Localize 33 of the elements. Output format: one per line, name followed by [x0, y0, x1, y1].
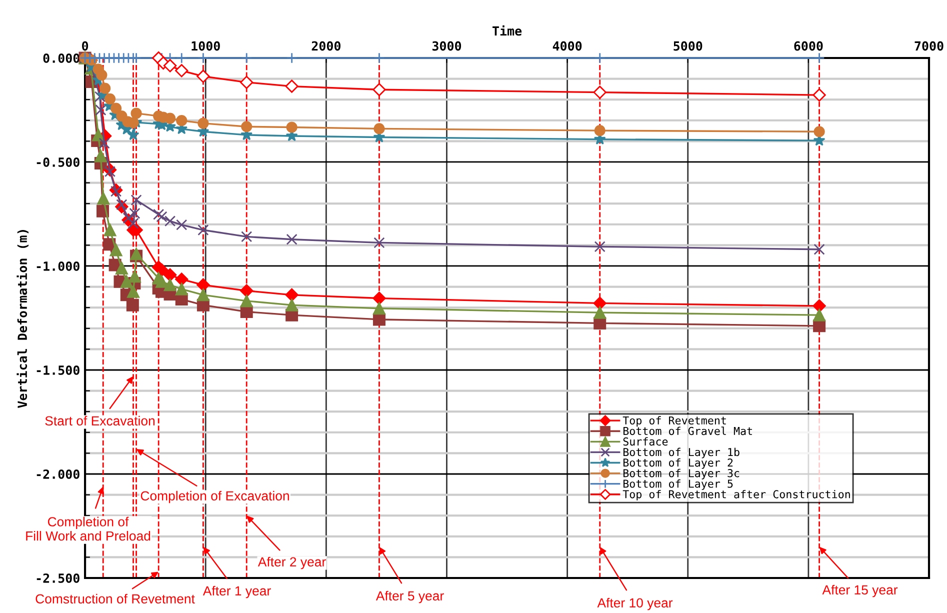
x-tick-label: 6000	[794, 41, 823, 51]
y-tick-label: 0.000	[43, 53, 80, 63]
x-axis-title: Time	[492, 25, 522, 36]
annotation: Start of Excavation	[45, 416, 155, 426]
annotation: After 2 year	[258, 556, 326, 570]
y-tick-label: -0.500	[36, 157, 80, 167]
legend-label: Top of Revetment	[622, 416, 726, 427]
legend-label: Bottom of Gravel Mat	[623, 426, 752, 436]
legend-label: Bottom of Layer 2	[623, 458, 733, 469]
x-tick-label: 4000	[552, 41, 582, 51]
legend-label: Bottom of Layer 5	[623, 479, 733, 490]
annotation: Completion of Excavation	[140, 490, 289, 504]
x-tick-label: 7000	[914, 41, 944, 51]
x-tick-label: 5000	[674, 41, 702, 51]
legend-label: Bottom of Layer 1b	[623, 448, 740, 458]
x-tick-label: 1000	[192, 41, 220, 51]
x-tick-label: 3000	[432, 41, 462, 51]
annotation: After 10 year	[597, 598, 673, 610]
x-tick-label: 2000	[312, 41, 340, 51]
y-tick-label: -1.500	[36, 365, 80, 375]
annotation: Completion of Fill Work and Preload	[26, 516, 150, 541]
x-tick-label: 0	[82, 41, 88, 51]
annotation: After 1 year	[202, 586, 271, 598]
annotation: Comstruction of Revetment	[36, 594, 195, 604]
annotation: After 15 year	[822, 584, 898, 598]
legend-label: Surface	[623, 437, 668, 446]
y-axis-title: Vertical Deformation (m)	[16, 230, 29, 408]
legend-label: Bottom of Layer 3c	[623, 468, 740, 480]
legend-label: Top of Revetment after Construction	[622, 490, 850, 500]
y-tick-label: -2.500	[36, 573, 80, 583]
annotation: After 5 year	[376, 590, 444, 604]
y-tick-label: -1.000	[36, 261, 80, 271]
y-tick-label: -2.000	[36, 469, 80, 479]
